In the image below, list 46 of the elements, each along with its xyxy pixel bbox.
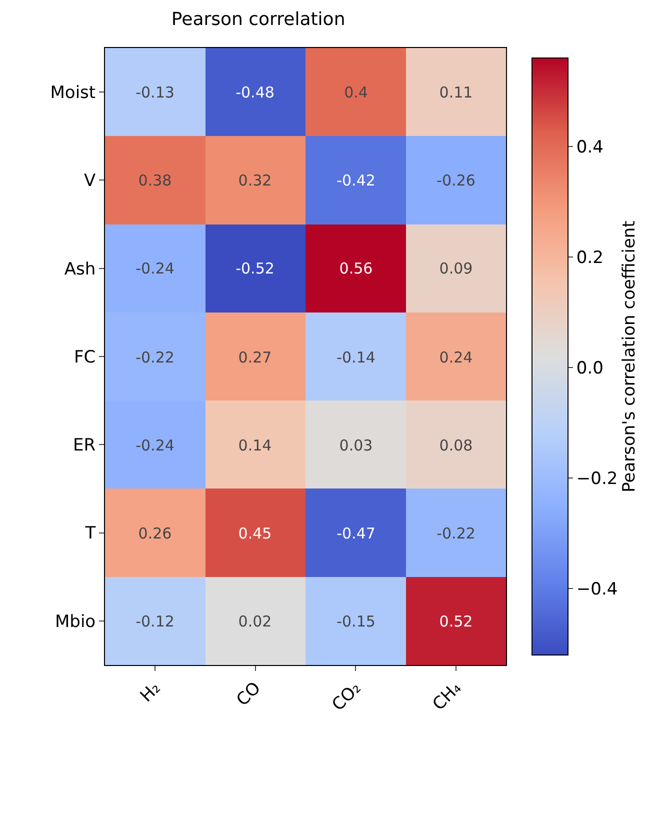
y-tick-label: FC <box>74 347 96 368</box>
chart-title: Pearson correlation <box>171 9 346 30</box>
data-label: -0.47 <box>336 524 376 542</box>
data-label: 0.09 <box>439 259 473 278</box>
data-label: 0.03 <box>339 436 373 454</box>
data-label: -0.13 <box>136 83 174 102</box>
y-tick-label: Ash <box>64 259 96 280</box>
data-label: -0.24 <box>136 259 174 278</box>
data-label: 0.45 <box>238 524 272 542</box>
data-label: 0.26 <box>138 524 172 542</box>
color-bar-label: 0.0 <box>576 358 604 379</box>
y-tick-label: Mbio <box>55 612 96 632</box>
y-tick-label: Moist <box>50 83 96 104</box>
color-bar-title: Pearson's correlation coefficient <box>620 220 640 492</box>
data-label: 0.27 <box>238 348 272 366</box>
data-label: 0.02 <box>238 612 272 630</box>
data-label: -0.48 <box>236 83 274 102</box>
data-label: 0.56 <box>339 259 373 278</box>
data-label: 0.38 <box>138 171 172 190</box>
x-tick-label: H₂ <box>136 678 165 706</box>
data-label: 0.14 <box>238 436 272 454</box>
color-bar-label: −0.4 <box>576 580 618 600</box>
data-label: 0.52 <box>439 612 473 630</box>
data-label: 0.08 <box>439 436 473 454</box>
data-label: -0.22 <box>436 524 476 542</box>
data-label: -0.26 <box>436 171 476 190</box>
data-label: 0.32 <box>238 171 272 190</box>
color-bar-label: 0.4 <box>576 137 604 158</box>
y-tick-label: V <box>84 171 96 192</box>
data-label: -0.52 <box>236 259 274 278</box>
x-tick-label: CO₂ <box>328 678 366 716</box>
data-label: 0.24 <box>439 348 473 366</box>
data-label: -0.14 <box>336 348 376 366</box>
data-label: -0.15 <box>336 612 376 630</box>
y-tick-label: ER <box>73 436 96 456</box>
data-label: -0.22 <box>136 348 174 366</box>
data-label: 0.11 <box>439 83 473 102</box>
data-label: -0.42 <box>336 171 376 190</box>
x-tick-label: CH₄ <box>429 678 466 715</box>
color-bar-label: 0.2 <box>576 248 604 268</box>
data-label: 0.4 <box>344 83 368 102</box>
x-tick-label: CO <box>232 678 265 710</box>
data-label: -0.12 <box>136 612 174 630</box>
color-bar-label: −0.2 <box>576 469 618 490</box>
y-tick-label: T <box>84 524 96 544</box>
data-label: -0.24 <box>136 436 174 454</box>
